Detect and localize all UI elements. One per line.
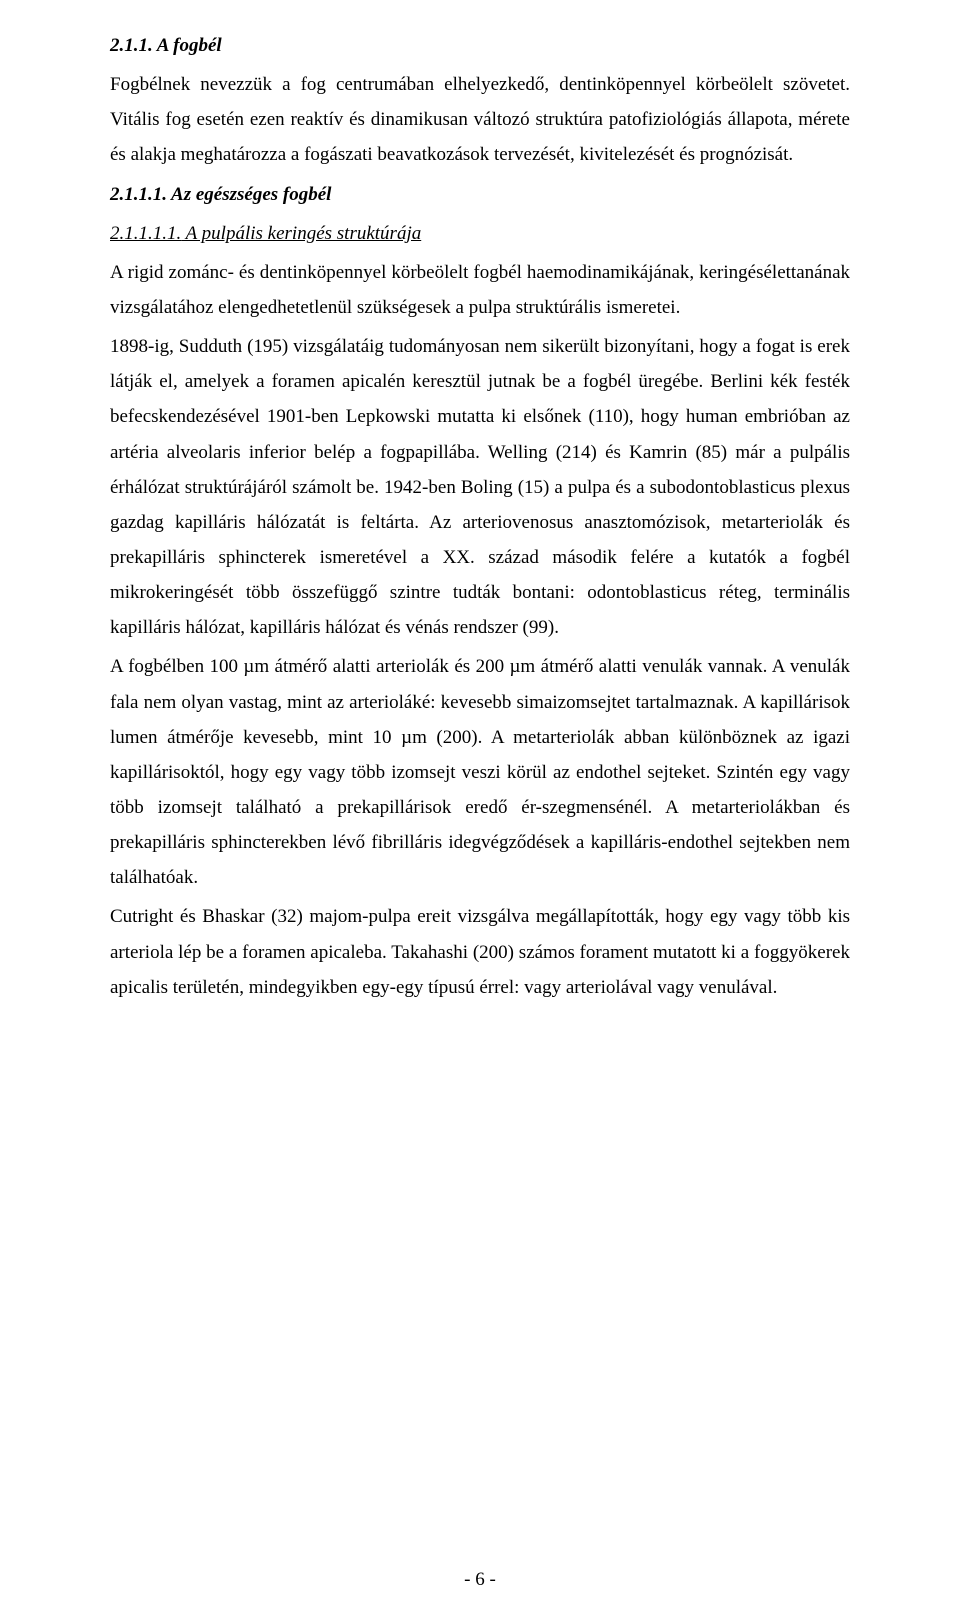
heading-number: 2.1.1.1.1. xyxy=(110,223,181,244)
section-heading-2-1-1-1-1: 2.1.1.1.1. A pulpális keringés struktúrá… xyxy=(110,216,850,251)
heading-text: 2.1.1.1. Az egészséges fogbél xyxy=(110,184,331,205)
paragraph: 1898-ig, Sudduth (195) vizsgálatáig tudo… xyxy=(110,329,850,645)
document-page: 2.1.1. A fogbél Fogbélnek nevezzük a fog… xyxy=(0,0,960,1617)
section-heading-2-1-1-1: 2.1.1.1. Az egészséges fogbél xyxy=(110,177,850,212)
page-number: - 6 - xyxy=(0,1562,960,1597)
paragraph: Cutright és Bhaskar (32) majom-pulpa ere… xyxy=(110,899,850,1004)
heading-text: A pulpális keringés struktúrája xyxy=(181,223,421,244)
paragraph: A fogbélben 100 µm átmérő alatti arterio… xyxy=(110,649,850,895)
paragraph: Fogbélnek nevezzük a fog centrumában elh… xyxy=(110,67,850,172)
paragraph: A rigid zománc- és dentinköpennyel körbe… xyxy=(110,255,850,325)
section-heading-2-1-1: 2.1.1. A fogbél xyxy=(110,28,850,63)
